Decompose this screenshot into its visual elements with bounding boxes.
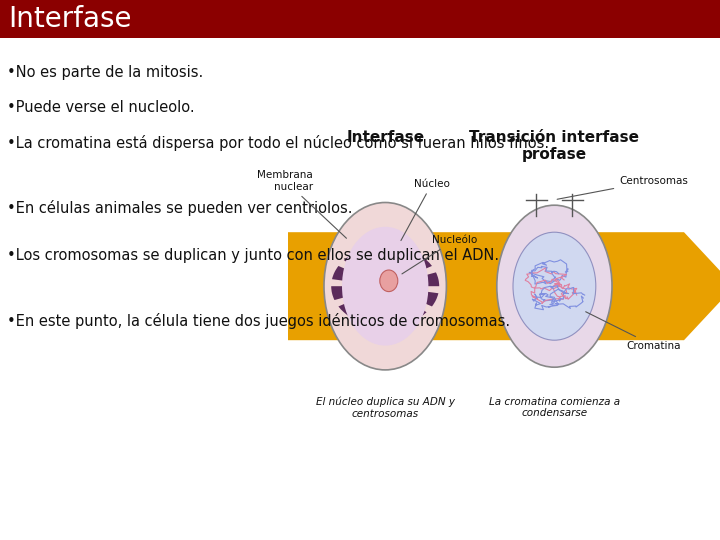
Text: El núcleo duplica su ADN y
centrosomas: El núcleo duplica su ADN y centrosomas — [315, 397, 455, 419]
Ellipse shape — [513, 232, 596, 340]
Text: Transición interfase
profase: Transición interfase profase — [469, 130, 639, 162]
Text: Centrosomas: Centrosomas — [557, 176, 688, 199]
Text: Nucleólo: Nucleólo — [402, 235, 477, 274]
Wedge shape — [332, 266, 354, 281]
Wedge shape — [344, 251, 367, 269]
Wedge shape — [408, 255, 432, 273]
Wedge shape — [359, 309, 379, 326]
Text: •En células animales se pueden ver centriolos.: •En células animales se pueden ver centr… — [7, 200, 353, 216]
Wedge shape — [331, 286, 351, 300]
Text: La cromatina comienza a
condensarse: La cromatina comienza a condensarse — [489, 397, 620, 418]
Wedge shape — [416, 291, 438, 307]
Text: •No es parte de la mitosis.: •No es parte de la mitosis. — [7, 65, 204, 80]
Wedge shape — [366, 246, 385, 261]
Ellipse shape — [342, 227, 428, 346]
Text: Interfase: Interfase — [9, 5, 132, 33]
Wedge shape — [385, 312, 404, 327]
Polygon shape — [288, 232, 720, 340]
Ellipse shape — [324, 202, 446, 370]
Text: •En este punto, la célula tiene dos juegos idénticos de cromosomas.: •En este punto, la célula tiene dos jueg… — [7, 313, 510, 329]
Text: Interfase: Interfase — [346, 130, 424, 145]
Text: •La cromatina está dispersa por todo el núcleo como si fueran hilos finos.: •La cromatina está dispersa por todo el … — [7, 135, 549, 151]
Text: Núcleo: Núcleo — [401, 179, 450, 240]
Ellipse shape — [497, 205, 612, 367]
Text: •Los cromosomas se duplican y junto con ellos se duplican el ADN.: •Los cromosomas se duplican y junto con … — [7, 248, 500, 264]
Wedge shape — [338, 300, 362, 317]
Text: •Puede verse el nucleolo.: •Puede verse el nucleolo. — [7, 100, 195, 115]
Wedge shape — [392, 246, 412, 263]
Ellipse shape — [380, 270, 397, 292]
Text: Membrana
nuclear: Membrana nuclear — [258, 170, 346, 238]
Wedge shape — [419, 272, 439, 286]
Wedge shape — [403, 303, 426, 321]
FancyBboxPatch shape — [0, 0, 720, 38]
Text: Cromatina: Cromatina — [585, 312, 681, 350]
